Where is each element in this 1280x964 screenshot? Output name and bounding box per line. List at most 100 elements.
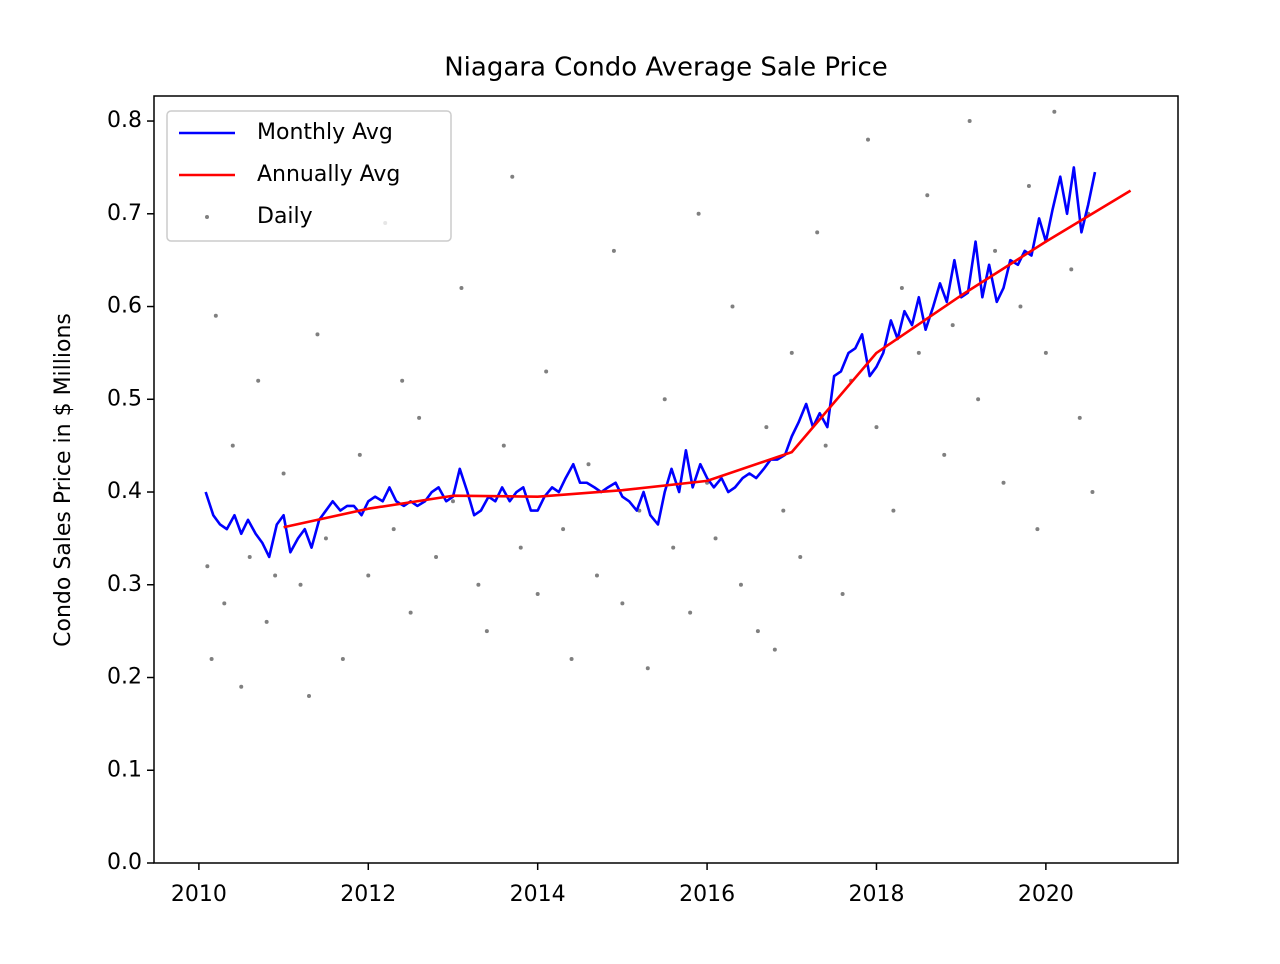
legend-label: Daily: [257, 204, 313, 229]
daily-point: [434, 554, 439, 559]
daily-point: [688, 610, 693, 615]
daily-point: [789, 350, 794, 355]
daily-point: [891, 508, 896, 513]
daily-point: [476, 582, 481, 587]
legend-label: Monthly Avg: [257, 120, 393, 145]
daily-point: [586, 462, 591, 467]
daily-point: [696, 211, 701, 216]
daily-point: [840, 592, 845, 597]
daily-point: [1026, 183, 1031, 188]
daily-point: [417, 415, 422, 420]
daily-point: [1077, 415, 1082, 420]
x-tick-label: 2014: [510, 882, 566, 907]
daily-point: [594, 573, 599, 578]
daily-point: [459, 285, 464, 290]
daily-point: [1043, 350, 1048, 355]
y-tick-label: 0.8: [107, 108, 142, 133]
daily-point: [798, 554, 803, 559]
daily-point: [1069, 267, 1074, 272]
plot-frame: [153, 95, 1179, 864]
daily-point: [213, 313, 218, 318]
x-tick-label: 2016: [679, 882, 735, 907]
daily-point: [1090, 490, 1095, 495]
daily-point: [993, 248, 998, 253]
daily-point: [400, 378, 405, 383]
y-tick-label: 0.5: [107, 386, 142, 411]
daily-point: [967, 119, 972, 124]
daily-point: [772, 647, 777, 652]
x-tick-label: 2012: [340, 882, 396, 907]
daily-point: [916, 350, 921, 355]
daily-point: [561, 527, 566, 532]
daily-point: [1001, 480, 1006, 485]
y-tick-label: 0.2: [107, 665, 142, 690]
daily-point: [357, 452, 362, 457]
daily-point: [1035, 527, 1040, 532]
daily-point: [662, 397, 667, 402]
daily-point: [738, 582, 743, 587]
y-tick-label: 0.7: [107, 201, 142, 226]
daily-point: [256, 378, 261, 383]
y-tick-label: 0.4: [107, 479, 142, 504]
legend-box: [166, 110, 452, 242]
daily-point: [781, 508, 786, 513]
daily-point: [611, 248, 616, 253]
daily-point: [976, 397, 981, 402]
y-tick-label: 0.1: [107, 757, 142, 782]
chart-title: Niagara Condo Average Sale Price: [444, 53, 888, 83]
daily-point: [484, 629, 489, 634]
y-tick-label: 0.3: [107, 572, 142, 597]
daily-point: [281, 471, 286, 476]
daily-point: [1018, 304, 1023, 309]
daily-point: [306, 694, 311, 699]
daily-point: [764, 425, 769, 430]
legend-label: Annually Avg: [257, 162, 400, 187]
daily-point: [569, 656, 574, 661]
daily-point: [866, 137, 871, 142]
daily-point: [730, 304, 735, 309]
daily-point: [340, 656, 345, 661]
daily-point: [1052, 109, 1057, 114]
x-tick-label: 2020: [1018, 882, 1074, 907]
daily-point: [391, 527, 396, 532]
daily-point: [264, 619, 269, 624]
daily-point: [501, 443, 506, 448]
daily-point: [645, 666, 650, 671]
daily-point: [899, 285, 904, 290]
daily-point: [950, 323, 955, 328]
daily-point: [874, 425, 879, 430]
y-tick-label: 0.6: [107, 294, 142, 319]
daily-point: [925, 193, 930, 198]
daily-point: [366, 573, 371, 578]
legend-marker: [205, 215, 209, 219]
daily-point: [518, 545, 523, 550]
y-tick-label: 0.0: [107, 850, 142, 875]
daily-point: [620, 601, 625, 606]
daily-point: [230, 443, 235, 448]
daily-point: [323, 536, 328, 541]
series-line: [283, 189, 1132, 529]
daily-point: [247, 554, 252, 559]
daily-point: [408, 610, 413, 615]
daily-point: [239, 684, 244, 689]
x-tick-label: 2010: [171, 882, 227, 907]
daily-point: [815, 230, 820, 235]
plot-area: [204, 109, 1132, 699]
daily-point: [671, 545, 676, 550]
series-line: [204, 166, 1097, 559]
daily-point: [205, 564, 210, 569]
daily-point: [535, 592, 540, 597]
daily-point: [942, 452, 947, 457]
daily-point: [315, 332, 320, 337]
daily-point: [273, 573, 278, 578]
daily-point: [209, 656, 214, 661]
y-axis-label: Condo Sales Price in $ Millions: [51, 313, 76, 647]
daily-point: [713, 536, 718, 541]
daily-point: [823, 443, 828, 448]
daily-point: [755, 629, 760, 634]
x-tick-label: 2018: [848, 882, 904, 907]
daily-point: [222, 601, 227, 606]
daily-point: [510, 174, 515, 179]
daily-point: [544, 369, 549, 374]
